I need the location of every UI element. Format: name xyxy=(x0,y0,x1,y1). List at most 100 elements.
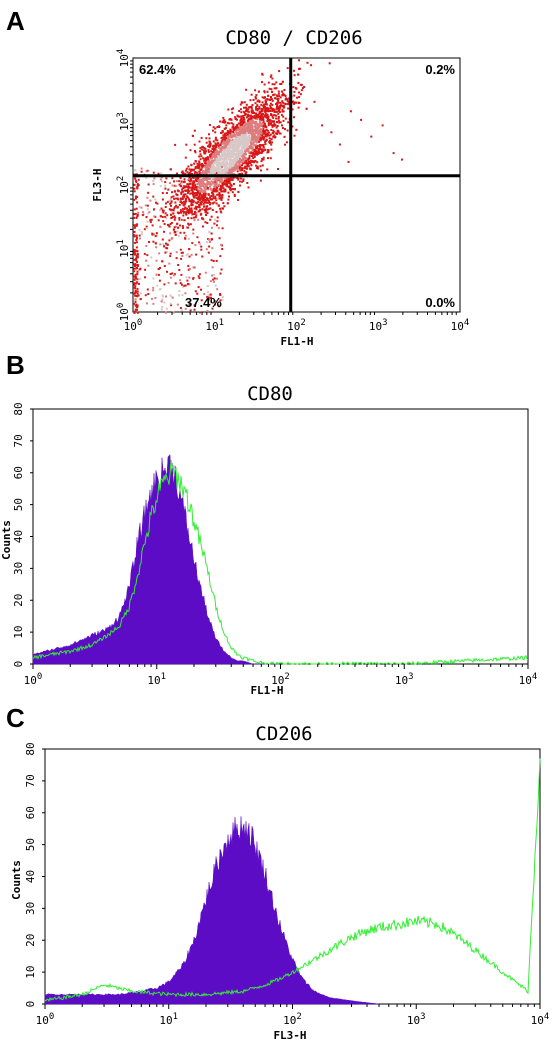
density-point xyxy=(190,209,193,212)
density-point xyxy=(221,196,224,199)
edge-point xyxy=(134,241,136,244)
density-point xyxy=(193,186,196,189)
density-point xyxy=(213,150,216,153)
density-point xyxy=(215,169,218,172)
density-point xyxy=(147,264,150,267)
density-point xyxy=(159,225,162,228)
density-point xyxy=(203,149,205,152)
density-point xyxy=(236,115,239,118)
density-point xyxy=(215,172,218,174)
density-point xyxy=(179,248,182,251)
density-point xyxy=(248,147,250,150)
density-point xyxy=(251,160,254,163)
density-point xyxy=(250,106,253,109)
density-point xyxy=(148,241,150,243)
density-point xyxy=(261,125,264,127)
y-tick-label: 100 xyxy=(116,303,131,322)
density-point xyxy=(208,298,211,301)
density-point xyxy=(186,171,189,174)
density-point xyxy=(190,202,193,205)
density-point xyxy=(216,185,219,188)
density-point xyxy=(217,162,220,165)
edge-point xyxy=(134,212,137,215)
density-point xyxy=(152,183,155,186)
density-point xyxy=(179,209,182,212)
density-point xyxy=(254,130,257,133)
density-point xyxy=(229,156,232,159)
x-tick-label: 102 xyxy=(283,1012,302,1027)
density-point xyxy=(222,183,224,186)
edge-point xyxy=(136,290,139,293)
density-point xyxy=(205,207,208,210)
density-point xyxy=(208,133,210,136)
density-point xyxy=(174,143,177,146)
density-point xyxy=(206,222,209,224)
y-tick-label: 40 xyxy=(24,870,37,883)
density-point xyxy=(238,110,241,112)
density-point xyxy=(206,295,209,298)
density-point xyxy=(219,164,222,167)
density-point xyxy=(213,169,216,172)
panel-c-title: CD206 xyxy=(255,723,312,745)
density-point xyxy=(225,137,228,140)
density-point xyxy=(205,137,208,140)
density-point xyxy=(240,111,243,114)
density-point xyxy=(207,181,210,183)
density-point xyxy=(181,219,184,221)
density-point xyxy=(228,182,231,185)
density-point xyxy=(269,122,272,125)
density-point xyxy=(192,195,195,197)
density-point xyxy=(195,166,198,169)
outlier-point xyxy=(370,135,373,138)
density-point xyxy=(255,94,258,97)
density-point xyxy=(228,185,231,188)
density-point xyxy=(242,178,245,181)
density-point xyxy=(261,158,264,161)
edge-point xyxy=(136,213,139,216)
density-point xyxy=(232,183,235,185)
density-point xyxy=(214,157,217,160)
density-point xyxy=(231,167,234,170)
density-point xyxy=(156,202,159,205)
density-point xyxy=(232,132,235,135)
panel-c-xlabel: FL3-H xyxy=(273,1029,306,1042)
density-point xyxy=(181,294,184,297)
density-point xyxy=(183,180,186,183)
density-point xyxy=(171,184,174,187)
density-point xyxy=(210,198,213,201)
density-point xyxy=(243,101,246,104)
density-point xyxy=(276,105,279,108)
density-point xyxy=(153,177,156,180)
density-point xyxy=(199,209,202,211)
density-point xyxy=(230,122,233,125)
density-point xyxy=(260,129,263,132)
density-point xyxy=(201,146,204,148)
density-point xyxy=(215,159,218,162)
density-point xyxy=(135,268,138,271)
density-point xyxy=(257,149,260,152)
density-point xyxy=(227,150,230,153)
density-point xyxy=(269,102,272,105)
density-point xyxy=(251,115,254,118)
density-point xyxy=(172,212,175,215)
density-point xyxy=(196,162,199,165)
density-point xyxy=(279,96,282,99)
edge-point xyxy=(136,270,139,273)
edge-point xyxy=(136,292,139,295)
density-point xyxy=(164,212,167,215)
density-point xyxy=(191,180,194,183)
edge-point xyxy=(136,250,139,253)
density-point xyxy=(249,99,252,102)
density-point xyxy=(237,122,240,125)
density-point xyxy=(176,206,179,209)
density-point xyxy=(207,251,210,254)
density-point xyxy=(242,117,245,119)
density-point xyxy=(248,118,251,121)
density-point xyxy=(157,172,160,175)
density-point xyxy=(238,180,241,183)
density-point xyxy=(198,197,201,200)
density-point xyxy=(255,164,258,167)
density-point xyxy=(293,134,296,137)
density-point xyxy=(214,182,217,185)
density-point xyxy=(246,110,249,113)
